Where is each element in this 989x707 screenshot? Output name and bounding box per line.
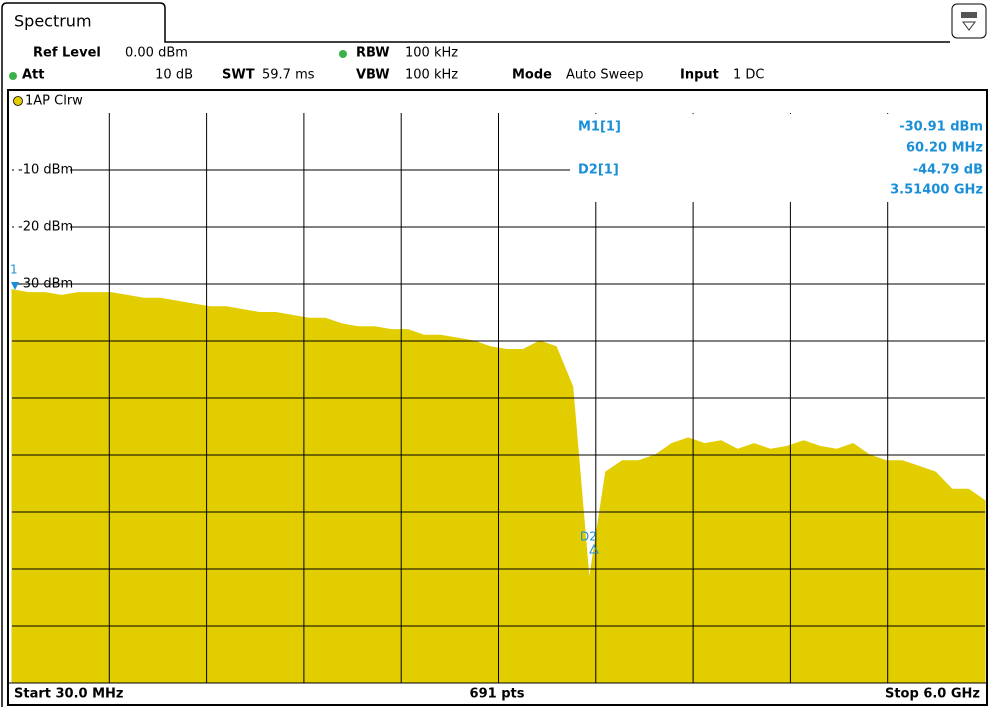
mode-value: Auto Sweep	[566, 68, 643, 83]
menu-icon[interactable]	[951, 3, 987, 39]
start-frequency: Start 30.0 MHz	[14, 687, 123, 702]
tab-outline	[1, 2, 950, 43]
swt-value: 59.7 ms	[262, 68, 315, 83]
ref-level-label: Ref Level	[33, 46, 101, 61]
marker-readout: -30.91 dBm	[899, 120, 983, 135]
marker-readout: D2[1]	[578, 163, 619, 178]
trace-indicator	[13, 96, 23, 106]
marker-d2-label: D2	[580, 530, 597, 544]
menu-icon-bar	[961, 12, 977, 18]
rbw-value: 100 kHz	[405, 46, 458, 61]
vbw-label: VBW	[356, 68, 390, 83]
rbw-label: RBW	[356, 46, 390, 61]
y-tick-label-bg	[14, 219, 70, 235]
marker-readout: M1[1]	[578, 120, 621, 135]
att-value: 10 dB	[155, 68, 193, 83]
ref-level-value: 0.00 dBm	[125, 46, 188, 61]
plot-area: -10 dBm -20 dBm -30 dBm M1[1] -30.91 dBm 60.2…	[10, 113, 986, 684]
marker-m1	[11, 282, 19, 290]
sweep-points: 691 pts	[470, 687, 525, 702]
mode-label: Mode	[512, 68, 552, 83]
trace-label: 1AP Clrw	[25, 94, 83, 109]
menu-icon-arrow	[962, 21, 976, 31]
att-indicator	[9, 72, 17, 80]
readout-box	[570, 114, 985, 202]
swt-label: SWT	[222, 68, 255, 83]
input-value: 1 DC	[733, 68, 765, 83]
marker-readout: -44.79 dB	[913, 163, 983, 178]
y-tick-label: -30 dBm	[18, 277, 73, 292]
marker-d2	[589, 543, 599, 554]
tab-title[interactable]: Spectrum	[14, 12, 92, 31]
y-tick-label: -10 dBm	[18, 163, 73, 178]
stop-frequency: Stop 6.0 GHz	[885, 687, 980, 702]
vbw-value: 100 kHz	[405, 68, 458, 83]
y-tick-label-bg	[14, 162, 70, 178]
marker-readout: 3.51400 GHz	[890, 183, 983, 198]
rbw-indicator	[339, 50, 347, 58]
marker-m1-label: 1	[10, 263, 18, 277]
marker-readout: 60.20 MHz	[906, 141, 983, 156]
y-tick-label: -20 dBm	[18, 220, 73, 235]
input-label: Input	[680, 68, 719, 83]
att-label: Att	[22, 68, 45, 83]
